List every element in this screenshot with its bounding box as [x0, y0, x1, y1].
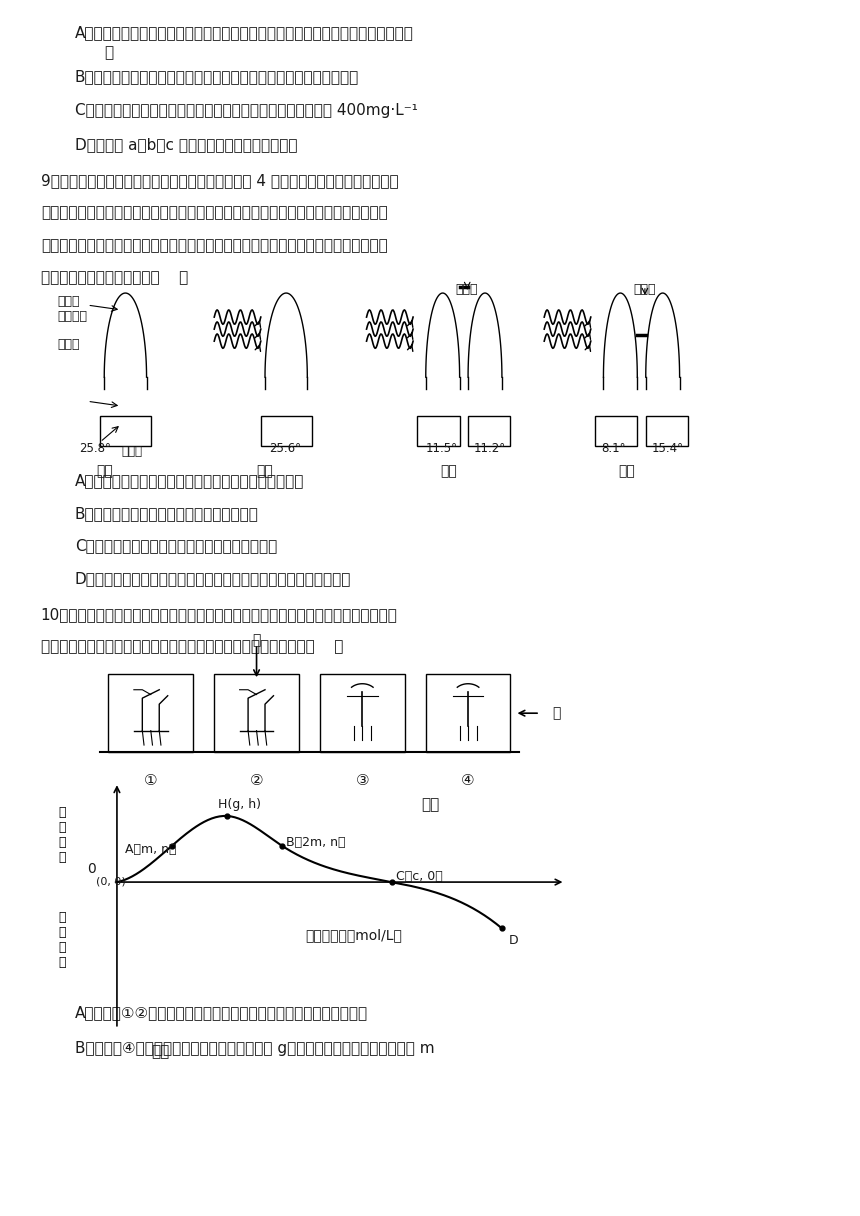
Text: 11.5°: 11.5°: [426, 443, 458, 455]
Text: 云母片: 云母片: [633, 283, 655, 297]
Text: 15.4°: 15.4°: [652, 443, 684, 455]
Bar: [100, 416, 150, 446]
Text: 11.2°: 11.2°: [474, 443, 507, 455]
Bar: [108, 765, 565, 1035]
Text: 乙组: 乙组: [256, 463, 273, 478]
Text: A．琼脂块中的生长素渗入胚芽鞘的一侧，促进细胞伸长: A．琼脂块中的生长素渗入胚芽鞘的一侧，促进细胞伸长: [75, 473, 304, 489]
Bar: [320, 674, 404, 753]
Text: D．若在黑暗条件下重复乙～丁组实验，每组胚芽鞘的弯曲角度不变: D．若在黑暗条件下重复乙～丁组实验，每组胚芽鞘的弯曲角度不变: [75, 570, 351, 586]
Bar: [646, 416, 688, 446]
Text: 甲组: 甲组: [95, 463, 113, 478]
Text: H(g, h): H(g, h): [218, 798, 261, 811]
Text: ①: ①: [144, 772, 157, 788]
Text: 促
进
生
长: 促 进 生 长: [58, 806, 65, 865]
Text: ②: ②: [249, 772, 263, 788]
Text: 芽鞘尖端: 芽鞘尖端: [58, 310, 88, 323]
Text: 25.8°: 25.8°: [79, 443, 111, 455]
Text: 图甲: 图甲: [421, 796, 439, 812]
Text: D: D: [508, 934, 519, 947]
Text: ④: ④: [461, 772, 475, 788]
Text: B．单侧光照射不会促进生长素的分解或合成: B．单侧光照射不会促进生长素的分解或合成: [75, 506, 259, 520]
Text: 9．在研究生长素与向光性的关系时，科学家曾做过 4 组实验。甲组切取玉米胚芽鞘尖: 9．在研究生长素与向光性的关系时，科学家曾做过 4 组实验。甲组切取玉米胚芽鞘尖: [40, 173, 398, 187]
Text: 端后置于琼脂块上，黑暗处理一段时间后将琼脂块置于去除尖端的玉米胚芽鞘一侧，测: 端后置于琼脂块上，黑暗处理一段时间后将琼脂块置于去除尖端的玉米胚芽鞘一侧，测: [40, 206, 388, 220]
Bar: [214, 674, 299, 753]
Text: A．用图甲①②两个装置进行实验，可了解植株的生长与单侧光的关系: A．用图甲①②两个装置进行实验，可了解植株的生长与单侧光的关系: [75, 1004, 368, 1020]
Text: 弯曲度: 弯曲度: [121, 445, 142, 457]
Text: B．若图甲④装置中茎的背光侧生长素的浓度为 g，则向光侧生长素浓度可能大于 m: B．若图甲④装置中茎的背光侧生长素的浓度为 g，则向光侧生长素浓度可能大于 m: [75, 1041, 434, 1055]
Text: 点: 点: [104, 45, 114, 61]
Text: 抑
制
生
长: 抑 制 生 长: [58, 911, 65, 969]
Text: D．图甲中 a、b、c 三处的生长素均具有促进作用: D．图甲中 a、b、c 三处的生长素均具有促进作用: [75, 136, 298, 152]
Text: 光: 光: [553, 706, 561, 720]
Text: 丁组: 丁组: [617, 463, 635, 478]
Bar: [595, 416, 637, 446]
Text: 10．某同学设计了如图甲所示的实验来探究单侧光和重力对植物生长的影响，生长素浓: 10．某同学设计了如图甲所示的实验来探究单侧光和重力对植物生长的影响，生长素浓: [40, 607, 397, 621]
Text: (0, 0): (0, 0): [95, 876, 126, 886]
Text: 8.1°: 8.1°: [601, 443, 625, 455]
Text: 图所示。下列分析错误的是（    ）: 图所示。下列分析错误的是（ ）: [40, 270, 188, 286]
Text: 图乙: 图乙: [150, 1045, 169, 1059]
Text: 琼脂块: 琼脂块: [58, 338, 80, 350]
Text: C（c, 0）: C（c, 0）: [396, 871, 443, 883]
Text: A．题中三组实验均可证明生长素的作用具有浓度较低时促进，浓度过高时抑制的特: A．题中三组实验均可证明生长素的作用具有浓度较低时促进，浓度过高时抑制的特: [75, 26, 414, 40]
Text: C．单侧光照射导致向光侧的生长素向背光侧转移: C．单侧光照射导致向光侧的生长素向背光侧转移: [75, 539, 277, 553]
Text: A（m, n）: A（m, n）: [126, 844, 177, 856]
Text: 玉米胚: 玉米胚: [58, 295, 80, 309]
Text: 光: 光: [252, 634, 261, 647]
Bar: [468, 416, 510, 446]
Text: 云母片: 云母片: [456, 283, 478, 297]
Text: ③: ③: [355, 772, 369, 788]
Text: B（2m, n）: B（2m, n）: [286, 837, 346, 849]
Bar: [108, 674, 194, 753]
Text: 量胚芽鞘的弯曲角度。乙～丁组用单侧光和云母片处理，其余处理与甲组相同，结果如: 量胚芽鞘的弯曲角度。乙～丁组用单侧光和云母片处理，其余处理与甲组相同，结果如: [40, 238, 388, 253]
Text: B．图丙中的去顶操作有利于侧枝的生长，但是不利于棉花产量的提高: B．图丙中的去顶操作有利于侧枝的生长，但是不利于棉花产量的提高: [75, 69, 359, 84]
Text: 度与植物生长的关系如图乙所示。请据图判断，下列叙述正确的是（    ）: 度与植物生长的关系如图乙所示。请据图判断，下列叙述正确的是（ ）: [40, 640, 343, 654]
Text: 生长素浓度（mol/L）: 生长素浓度（mol/L）: [305, 928, 402, 941]
Text: 0: 0: [87, 862, 95, 876]
Bar: [417, 416, 459, 446]
Bar: [426, 674, 510, 753]
Bar: [261, 416, 311, 446]
Text: C．由图乙可知，促进豌豆幼苗茎切段生长的最适生长素浓度是 400mg·L⁻¹: C．由图乙可知，促进豌豆幼苗茎切段生长的最适生长素浓度是 400mg·L⁻¹: [75, 103, 417, 118]
Text: 丙组: 丙组: [440, 463, 457, 478]
Text: 25.6°: 25.6°: [269, 443, 301, 455]
